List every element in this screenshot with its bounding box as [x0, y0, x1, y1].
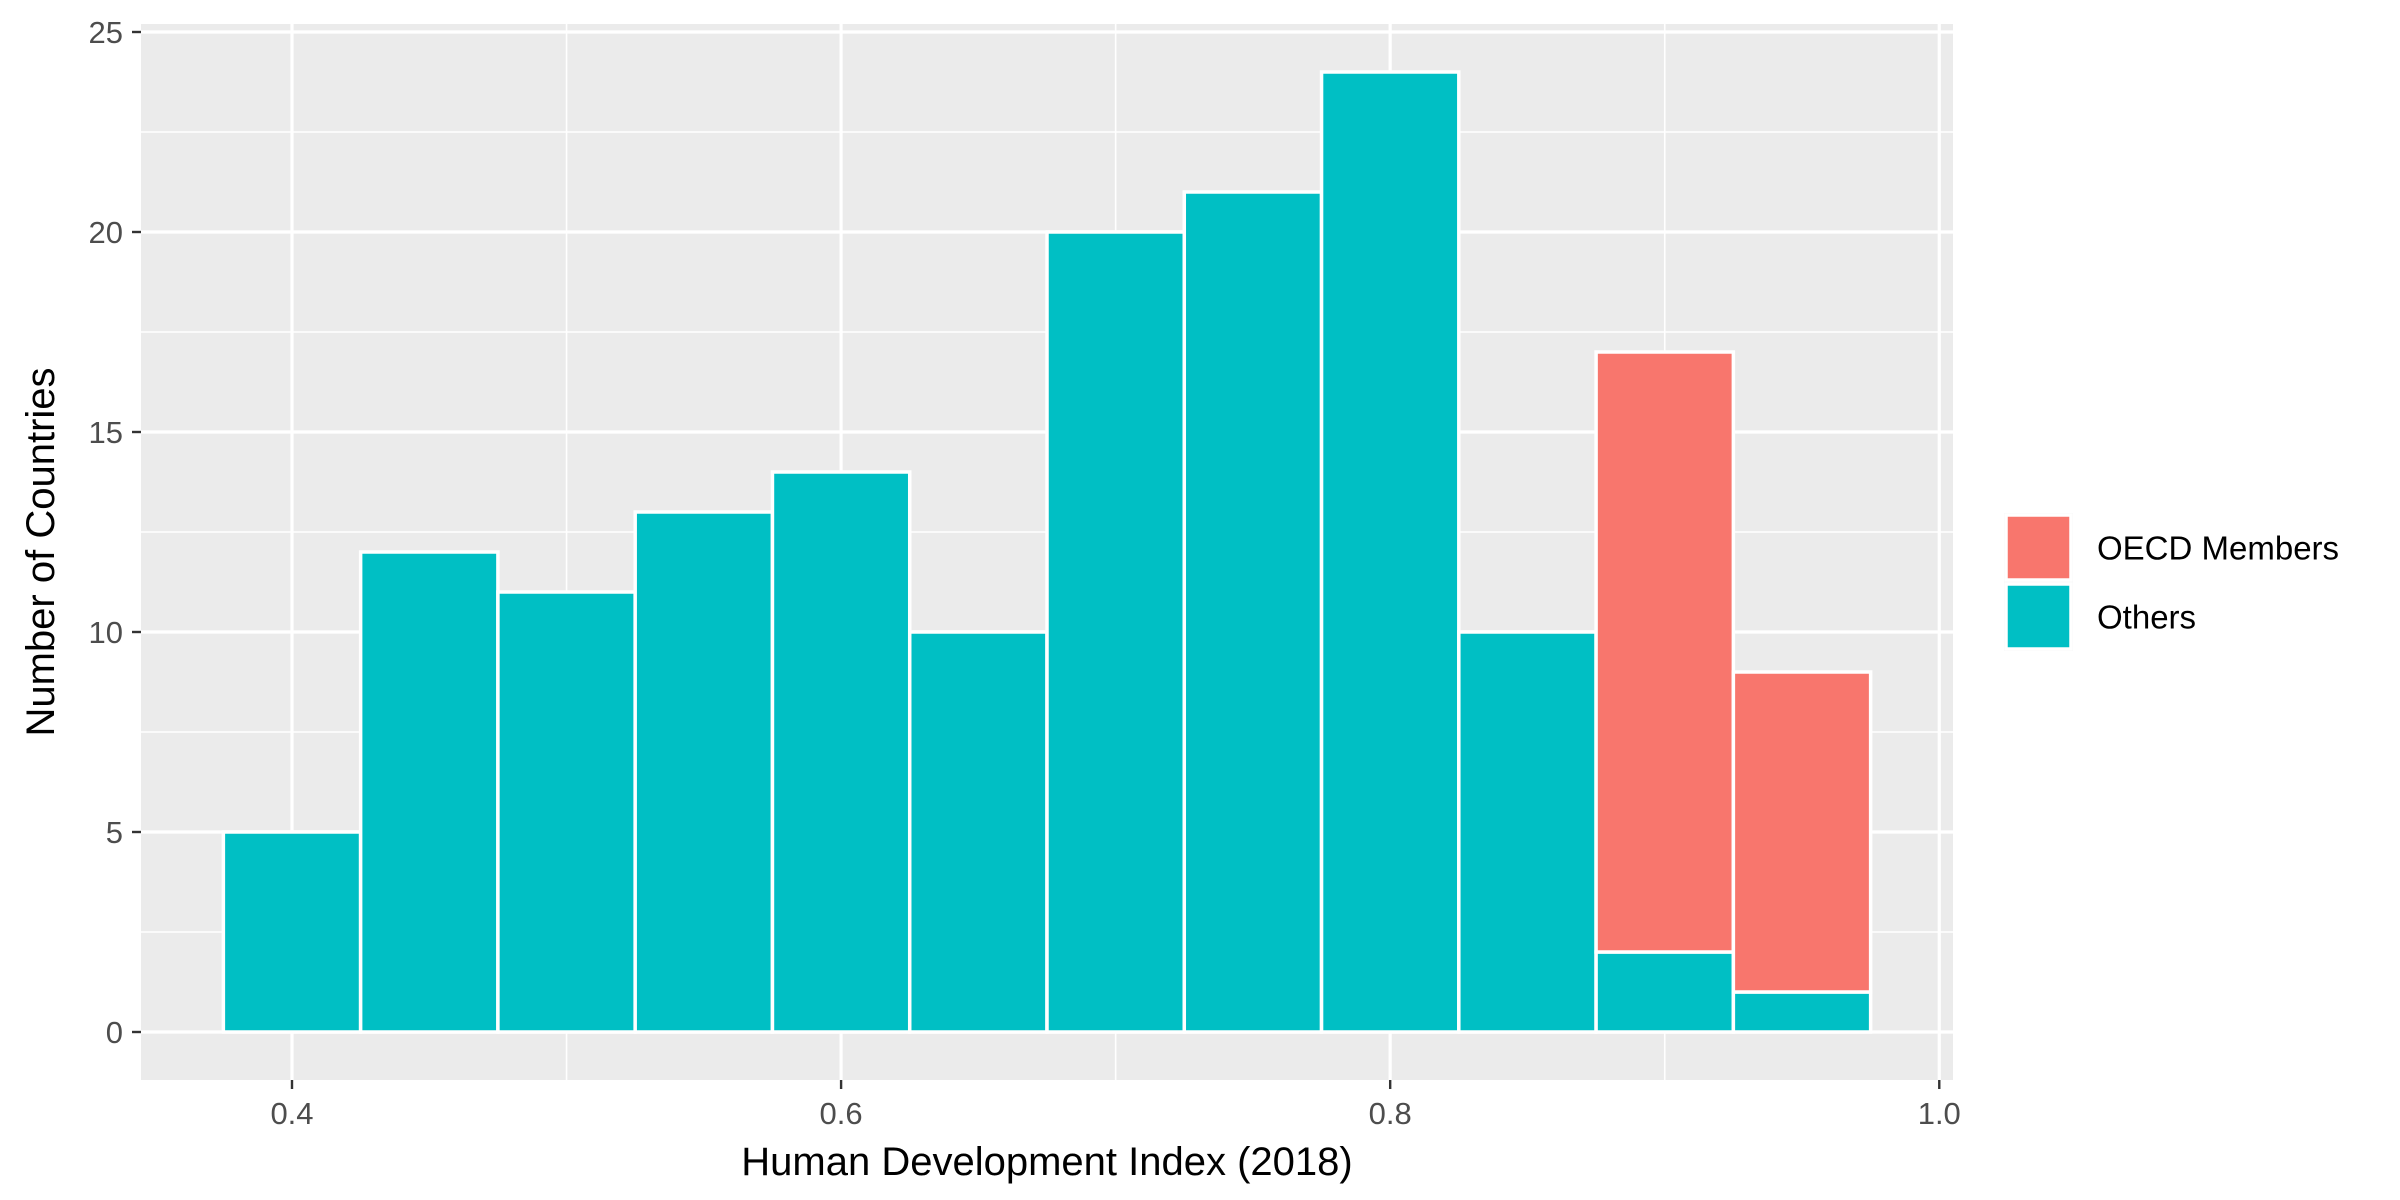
bar-others [358, 550, 500, 1034]
bar-oecd-members [1731, 670, 1873, 994]
bar-others [1319, 70, 1461, 1034]
y-tick-label: 20 [89, 215, 123, 250]
bar-others [907, 630, 1049, 1034]
y-tick-label: 0 [106, 1015, 123, 1050]
x-tick-label: 0.4 [270, 1096, 313, 1131]
bars [221, 70, 1873, 1034]
y-tick-label: 25 [89, 15, 123, 50]
bar-oecd-members [1594, 350, 1736, 954]
legend: OECD Members Others [2004, 513, 2339, 651]
bar-others [221, 830, 363, 1034]
legend-swatch [2004, 513, 2073, 582]
x-axis-title: Human Development Index (2018) [741, 1140, 1352, 1184]
bar-others [1182, 190, 1324, 1034]
bar-others [770, 470, 912, 1034]
bar-others [1045, 230, 1187, 1034]
y-tick-label: 10 [89, 615, 123, 650]
legend-swatch [2004, 582, 2073, 651]
y-tick-label: 15 [89, 415, 123, 450]
bar-others [1594, 950, 1736, 1034]
x-tick-label: 0.8 [1369, 1096, 1412, 1131]
bar-others [1457, 630, 1598, 1034]
x-tick-label: 1.0 [1918, 1096, 1961, 1131]
y-axis: 0 5 10 15 20 25 [89, 15, 141, 1050]
bar-others [496, 590, 637, 1034]
x-axis: 0.4 0.6 0.8 1.0 [270, 1080, 1961, 1131]
legend-label: OECD Members [2097, 530, 2339, 567]
y-axis-title: Number of Countries [19, 367, 63, 736]
bar-others [633, 510, 775, 1034]
x-tick-label: 0.6 [820, 1096, 863, 1131]
legend-label: Others [2097, 599, 2196, 636]
y-tick-label: 5 [106, 815, 123, 850]
bar-others [1731, 990, 1873, 1034]
